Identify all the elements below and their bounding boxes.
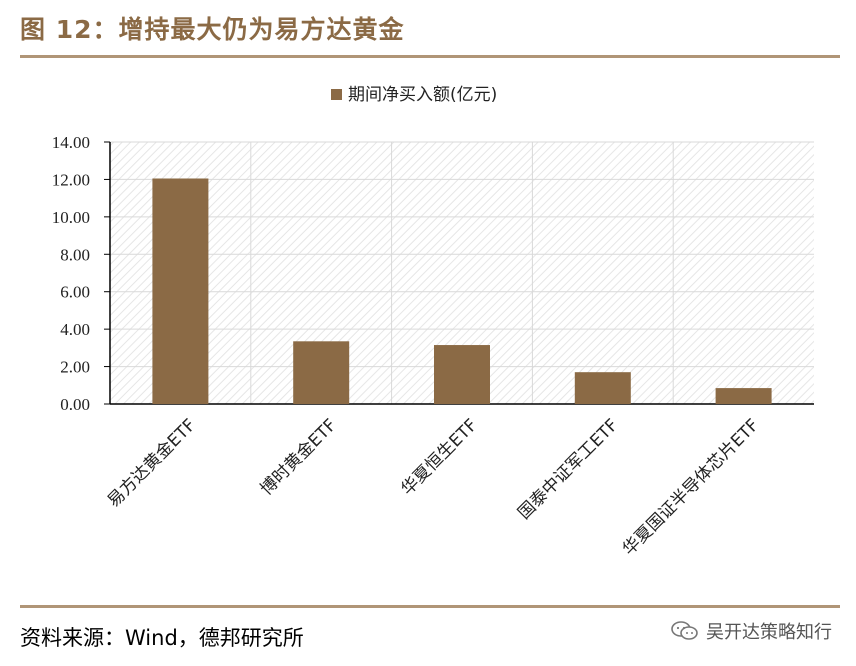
legend-swatch bbox=[331, 89, 342, 100]
y-tick-label: 8.00 bbox=[60, 245, 90, 264]
x-tick-label: 华夏国证半导体芯片ETF bbox=[619, 415, 763, 559]
y-tick-label: 10.00 bbox=[52, 208, 90, 227]
y-tick-label: 12.00 bbox=[52, 170, 90, 189]
bar bbox=[574, 372, 631, 404]
bar bbox=[715, 388, 772, 404]
source-note: 资料来源：Wind，德邦研究所 bbox=[20, 626, 304, 650]
x-tick-label: 易方达黄金ETF bbox=[104, 415, 200, 511]
y-tick-label: 14.00 bbox=[52, 133, 90, 152]
watermark-text: 吴开达策略知行 bbox=[706, 622, 832, 643]
x-tick-label: 国泰中证军工ETF bbox=[514, 415, 622, 523]
bar bbox=[434, 345, 490, 404]
y-tick-label: 0.00 bbox=[60, 395, 90, 414]
figure-title: 图 12：增持最大仍为易方达黄金 bbox=[20, 15, 405, 44]
chart-legend: 期间净买入额(亿元) bbox=[331, 85, 497, 105]
y-tick-label: 2.00 bbox=[60, 358, 90, 377]
bar bbox=[152, 178, 209, 404]
plot-area: 0.00 2.00 4.00 6.00 8.00 10.00 12.00 14.00 易方达黄金… bbox=[52, 133, 814, 560]
y-tick-label: 6.00 bbox=[60, 283, 90, 302]
watermark: 吴开达策略知行 bbox=[670, 618, 832, 644]
legend-label: 期间净买入额(亿元) bbox=[348, 85, 497, 105]
footer-divider bbox=[20, 605, 840, 608]
title-divider bbox=[20, 55, 840, 58]
bar-chart: 期间净买入额(亿元) 0.00 2.00 4.00 6.00 8.00 10.00 12.0… bbox=[52, 85, 814, 560]
bar bbox=[293, 341, 350, 404]
x-tick-label: 博时黄金ETF bbox=[257, 415, 341, 499]
x-tick-label: 华夏恒生ETF bbox=[397, 415, 481, 499]
legend-item: 期间净买入额(亿元) bbox=[331, 85, 497, 105]
y-tick-label: 4.00 bbox=[60, 320, 90, 339]
wechat-icon bbox=[671, 621, 698, 640]
